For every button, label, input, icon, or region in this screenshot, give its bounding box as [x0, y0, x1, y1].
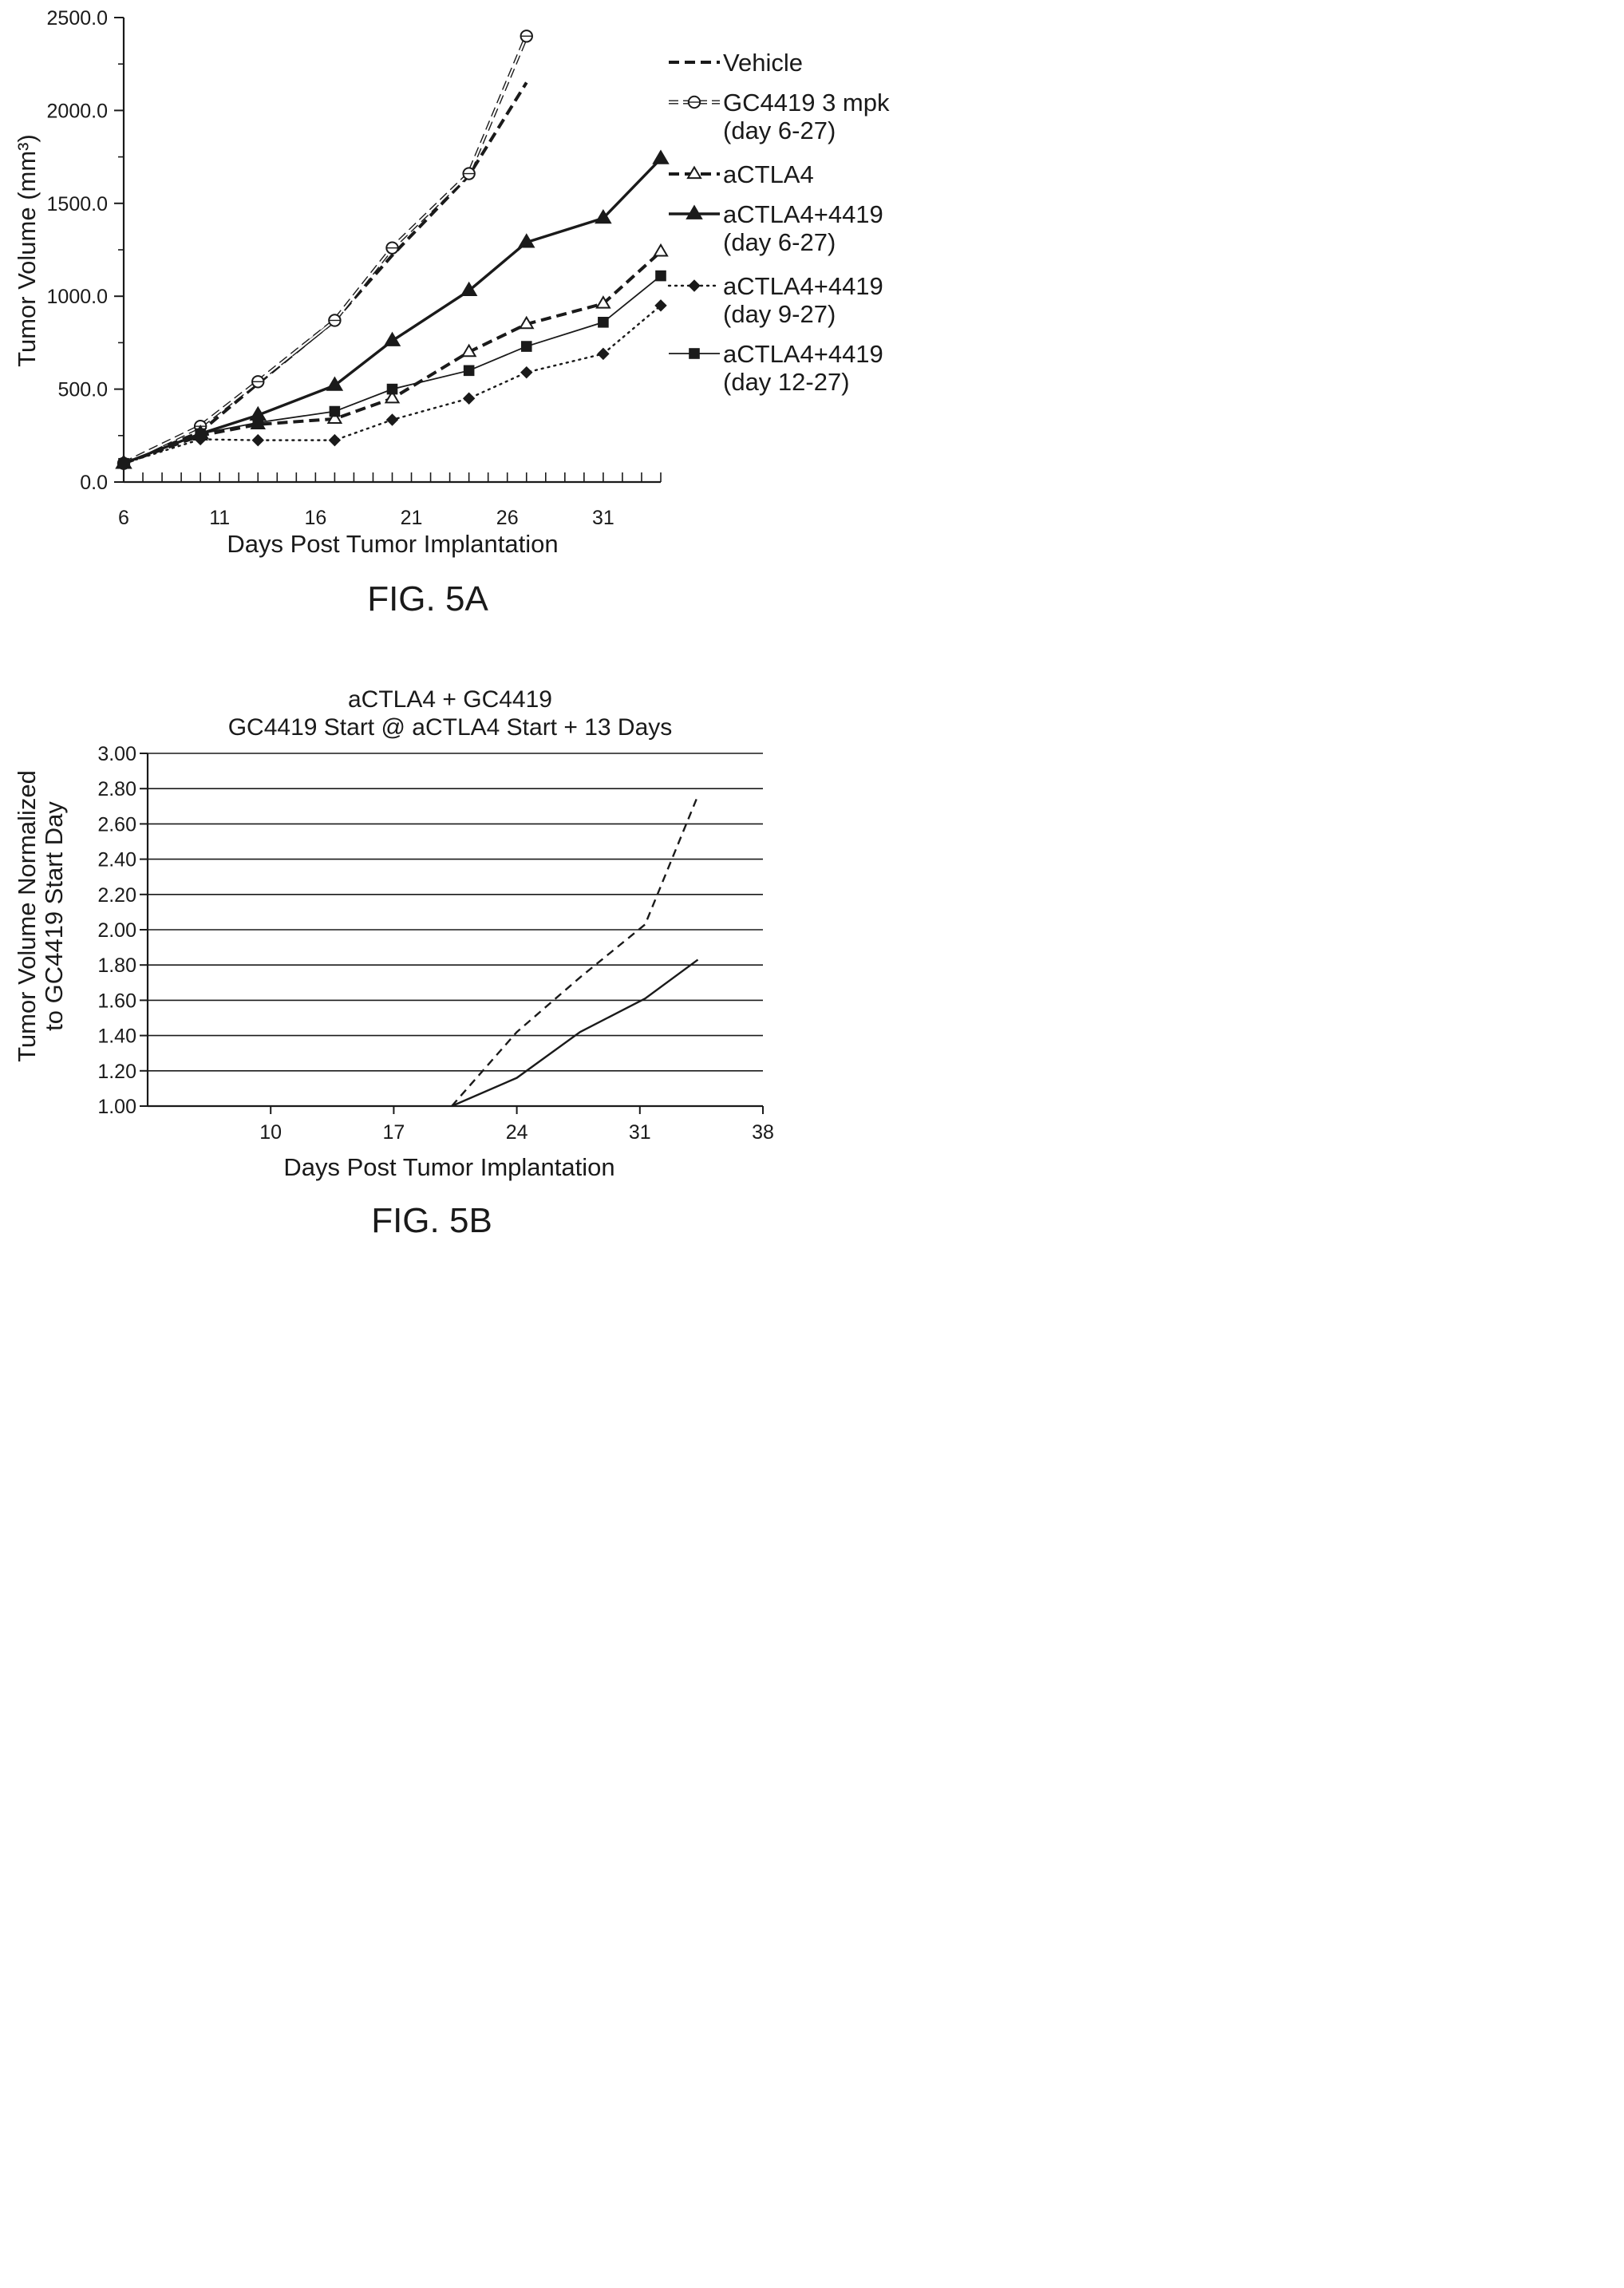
- x-tick-label: 11: [209, 507, 230, 529]
- chart-5b-series-1: [451, 958, 699, 1108]
- y-tick-label: 1500.0: [47, 193, 108, 215]
- y-tick-label: 2.40: [97, 849, 136, 871]
- point-marker: [595, 295, 611, 309]
- point-marker: [518, 233, 535, 248]
- y-tick-label: 1.80: [97, 954, 136, 977]
- y-tick-label: 2.20: [97, 884, 136, 907]
- legend-label: aCTLA4: [723, 160, 814, 188]
- legend-label: GC4419 3 mpk (day 6-27): [723, 89, 890, 144]
- point-marker: [386, 383, 398, 395]
- x-tick-label: 26: [496, 507, 519, 529]
- x-tick-label: 24: [506, 1121, 528, 1144]
- chart-5b-x-axis-title: Days Post Tumor Implantation: [283, 1153, 614, 1181]
- point-marker: [519, 315, 535, 330]
- chart-5b-y-axis-title: Tumor Volume Normalizedto GC4419 Start D…: [13, 770, 68, 1062]
- x-tick-label: 10: [259, 1121, 282, 1144]
- point-marker: [652, 149, 670, 164]
- point-marker: [118, 457, 129, 469]
- point-marker: [463, 365, 475, 377]
- chart-5b: aCTLA4 + GC4419 GC4419 Start @ aCTLA4 Sta…: [13, 686, 774, 1240]
- point-marker: [686, 165, 702, 180]
- point-marker: [384, 389, 401, 404]
- y-tick-label: 1000.0: [47, 286, 108, 308]
- legend-label: aCTLA4+4419 (day 9-27): [723, 272, 883, 328]
- legend-label: Vehicle: [723, 49, 803, 77]
- chart-5a-series-5: [118, 270, 666, 469]
- y-tick-label: 1.60: [97, 990, 136, 1012]
- series-line: [123, 81, 528, 465]
- point-marker: [462, 392, 476, 405]
- x-tick-label: 31: [629, 1121, 651, 1144]
- point-marker: [520, 366, 533, 379]
- chart-5a-ticks: 6 11 16 21 26 31 0.0 500.0 1000.0 1500.0 2000.0 250…: [47, 7, 662, 529]
- legend-label: aCTLA4+4419 (day 12-27): [723, 340, 883, 396]
- chart-5a-series: [115, 30, 670, 470]
- legend-entry-3: aCTLA4+4419 (day 6-27): [669, 200, 883, 256]
- legend-entry-5: aCTLA4+4419 (day 12-27): [669, 340, 883, 396]
- y-tick-label: 0.0: [80, 472, 108, 494]
- y-tick-label: 2000.0: [47, 100, 108, 122]
- point-marker: [653, 243, 669, 257]
- point-marker: [195, 428, 206, 440]
- x-tick-label: 38: [752, 1121, 774, 1144]
- chart-5b-title: aCTLA4 + GC4419 GC4419 Start @ aCTLA4 Sta…: [228, 686, 673, 741]
- x-tick-label: 21: [401, 507, 423, 529]
- figure-page: 6 11 16 21 26 31 0.0 500.0 1000.0 1500.0 2000.0 250…: [0, 0, 894, 1259]
- point-marker: [326, 376, 344, 391]
- chart-5b-ticks: 1.00 1.20 1.40 1.60 1.80 2.00 2.20 2.40 2.60 2.80…: [97, 743, 774, 1144]
- y-tick-label: 500.0: [57, 379, 108, 401]
- x-tick-label: 31: [592, 507, 614, 529]
- legend-entry-0: Vehicle: [669, 49, 803, 77]
- point-marker: [460, 343, 477, 358]
- figure-canvas: 6 11 16 21 26 31 0.0 500.0 1000.0 1500.0 2000.0 250…: [13, 7, 890, 1240]
- legend-entry-4: aCTLA4+4419 (day 9-27): [667, 272, 883, 328]
- y-tick-label: 2.00: [97, 919, 136, 942]
- point-marker: [655, 270, 666, 282]
- chart-5a-legend: Vehicle GC4419 3 mpk (day 6-27) aCTLA4 aCTLA…: [667, 49, 890, 396]
- point-marker: [520, 341, 532, 352]
- y-tick-label: 2.60: [97, 813, 136, 836]
- point-marker: [598, 316, 609, 328]
- point-marker: [688, 279, 701, 292]
- point-marker: [252, 417, 264, 429]
- x-tick-label: 16: [304, 507, 326, 529]
- point-marker: [385, 413, 399, 426]
- point-marker: [460, 281, 478, 297]
- point-marker: [326, 410, 343, 425]
- point-marker: [686, 204, 703, 219]
- y-tick-label: 1.40: [97, 1025, 136, 1048]
- chart-5a-y-axis-title: Tumor Volume (mm³): [13, 134, 41, 367]
- point-marker: [654, 299, 667, 312]
- y-tick-label: 2.80: [97, 778, 136, 800]
- y-tick-label: 1.20: [97, 1061, 136, 1083]
- chart-5b-series: [451, 795, 699, 1108]
- legend-label: aCTLA4+4419 (day 6-27): [723, 200, 883, 256]
- fig-5b-caption: FIG. 5B: [371, 1201, 492, 1240]
- fig-5a-caption: FIG. 5A: [367, 579, 488, 618]
- x-tick-label: 6: [118, 507, 129, 529]
- chart-5a: 6 11 16 21 26 31 0.0 500.0 1000.0 1500.0 2000.0 250…: [13, 7, 890, 618]
- point-marker: [595, 208, 612, 224]
- point-marker: [328, 433, 342, 447]
- point-marker: [329, 405, 341, 417]
- point-marker: [597, 347, 610, 361]
- chart-5a-series-0: [123, 81, 528, 465]
- chart-5a-x-axis-title: Days Post Tumor Implantation: [227, 530, 558, 558]
- legend-entry-1: GC4419 3 mpk (day 6-27): [669, 89, 890, 144]
- point-marker: [383, 331, 401, 346]
- y-tick-label: 2500.0: [47, 7, 108, 30]
- point-marker: [251, 433, 264, 447]
- chart-5b-series-0: [451, 795, 699, 1107]
- point-marker: [689, 348, 700, 359]
- y-tick-label: 3.00: [97, 743, 136, 765]
- legend-entry-2: aCTLA4: [669, 160, 814, 188]
- chart-5b-gridlines: [148, 753, 763, 1072]
- x-tick-label: 17: [382, 1121, 405, 1144]
- y-tick-label: 1.00: [97, 1096, 136, 1118]
